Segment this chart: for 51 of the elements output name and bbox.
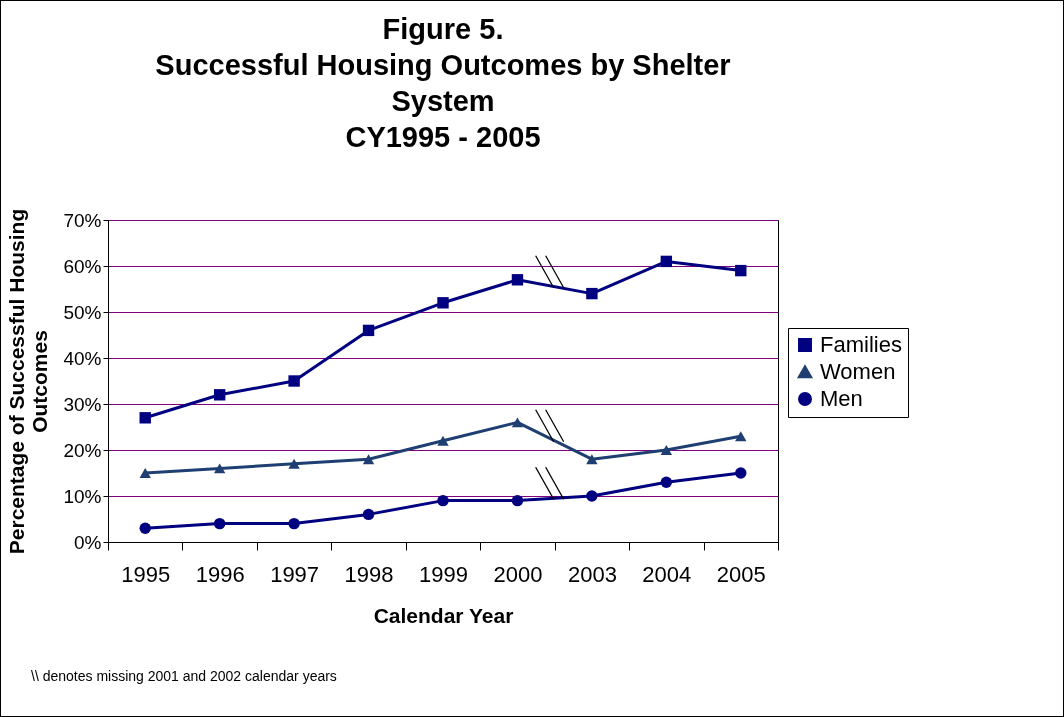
- legend-label: Families: [820, 332, 902, 357]
- point: [213, 517, 226, 530]
- x-tick-label: 2000: [493, 561, 543, 587]
- y-tick-label: 70%: [63, 209, 102, 231]
- y-tick-label: 0%: [74, 531, 102, 553]
- x-axis-title: Calendar Year: [373, 603, 514, 627]
- x-tick-label: 2004: [642, 561, 692, 587]
- y-tick-label: 50%: [63, 301, 102, 323]
- point: [139, 412, 151, 424]
- point: [586, 490, 598, 502]
- point: [362, 508, 375, 521]
- point: [511, 494, 524, 507]
- point: [288, 458, 300, 469]
- point: [362, 454, 375, 465]
- point: [735, 431, 747, 442]
- x-tick-label: 1995: [121, 561, 171, 587]
- point: [139, 468, 151, 478]
- y-tick-label: 30%: [63, 393, 102, 415]
- x-tick-label: 1997: [270, 561, 320, 587]
- y-axis-title: Percentage of Successful Housing Outcomes: [5, 208, 52, 555]
- chart-title: Figure 5. Successful Housing Outcomes by Shelter System CY1995 - 2005: [155, 13, 731, 154]
- point: [362, 324, 375, 337]
- point: [660, 476, 673, 488]
- point: [511, 274, 524, 286]
- point: [437, 297, 449, 309]
- legend-label: Women: [820, 359, 896, 384]
- point: [213, 463, 226, 474]
- y-tick-label: 40%: [63, 347, 102, 369]
- point: [437, 494, 449, 507]
- legend-label: Men: [820, 386, 863, 411]
- x-tick-label: 1998: [344, 561, 394, 587]
- point: [735, 467, 747, 479]
- x-tick-label: 1999: [419, 561, 468, 587]
- text: \\ denotes missing 2001 and 2002 calendar years: [31, 667, 338, 686]
- y-tick-label: 20%: [63, 439, 102, 461]
- point: [586, 287, 598, 300]
- point: [511, 417, 524, 428]
- point: [660, 255, 673, 268]
- point: [660, 445, 673, 455]
- y-tick-label: 60%: [63, 255, 102, 277]
- point: [586, 454, 598, 465]
- y-tick-label: 10%: [63, 485, 102, 507]
- x-tick-label: 1996: [195, 561, 245, 587]
- point: [213, 389, 226, 401]
- x-tick-label: 2005: [716, 561, 766, 587]
- x-tick-label: 2003: [567, 561, 617, 587]
- point: [437, 435, 449, 446]
- point: [139, 522, 151, 534]
- point: [288, 375, 300, 387]
- point: [288, 517, 300, 530]
- point: [735, 264, 747, 277]
